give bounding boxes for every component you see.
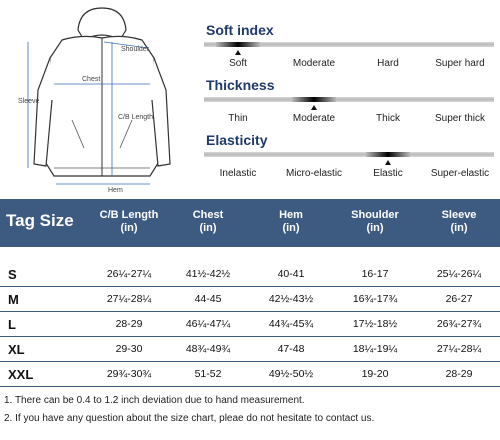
soft-index-selected-segment [216,42,260,47]
contact-note: 2. If you have any question about the si… [4,413,375,424]
cb-length-label: C/B Length [118,114,154,121]
thickness-option: Super thick [434,113,486,124]
cb-length-header: C/B Length (in) [92,209,166,235]
cb-length-cell: 26¼-27¼ [106,268,152,280]
size-cell: M [8,292,19,307]
hem-cell: 49½-50½ [268,368,314,380]
measurement-note: 1. There can be 0.4 to 1.2 inch deviatio… [4,395,305,406]
sleeve-cell: 25¼-26¼ [436,268,482,280]
size-cell: XXL [8,367,34,382]
thickness-marker [311,105,317,110]
table-header: Tag Size C/B Length (in) Chest (in) Hem … [0,199,500,247]
cb-length-cell: 27¼-28¼ [106,293,152,305]
hem-header-label: Hem [279,209,303,221]
size-cell: L [8,317,16,332]
soft-index-option: Soft [229,58,247,69]
sleeve-header: Sleeve (in) [422,209,496,235]
soft-index-option: Super hard [435,58,485,69]
soft-index-option: Hard [377,58,399,69]
jacket-illustration: Shoulder Chest Sleeve C/B Length Hem [0,0,200,196]
table-row: L 28-29 46¼-47¼ 44¾-45¾ 17½-18½ 26¾-27¾ [0,314,500,337]
soft-index-option: Moderate [292,58,336,69]
hem-cell: 44¾-45¾ [268,318,314,330]
sleeve-label: Sleeve [18,98,40,105]
thickness-selected-segment [292,97,336,102]
jacket-drawing [27,7,171,185]
hem-cell: 47-48 [277,343,305,355]
chest-cell: 46¼-47¼ [185,318,231,330]
size-cell: S [8,267,17,282]
elasticity-bar [204,152,494,157]
sleeve-header-label: Sleeve [441,209,477,221]
thickness-title: Thickness [206,77,275,93]
hem-header: Hem (in) [255,209,327,235]
soft-index-title: Soft index [206,22,274,38]
shoulder-header-label: Shoulder [351,209,399,221]
thickness-option: Moderate [292,113,336,124]
shoulder-cell: 18¼-19¼ [352,343,398,355]
chest-header-unit: (in) [199,222,217,234]
hem-label: Hem [108,187,123,194]
cb-length-header-unit: (in) [120,222,138,234]
table-row: XXL 29¾-30¾ 51-52 49½-50½ 19-20 28-29 [0,364,500,387]
size-cell: XL [8,342,25,357]
shoulder-cell: 17½-18½ [352,318,398,330]
hem-header-unit: (in) [282,222,300,234]
sleeve-header-unit: (in) [450,222,468,234]
cb-length-cell: 29¾-30¾ [106,368,152,380]
sleeve-cell: 26-27 [445,293,473,305]
shoulder-header: Shoulder (in) [338,209,412,235]
elasticity-marker [385,160,391,165]
shoulder-cell: 16-17 [361,268,389,280]
cb-length-cell: 29-30 [115,343,143,355]
chest-cell: 48¾-49¾ [185,343,231,355]
chest-cell: 41½-42½ [185,268,231,280]
thickness-option: Thin [228,113,248,124]
hem-cell: 42½-43½ [268,293,314,305]
tag-size-header: Tag Size [6,211,74,230]
elasticity-selected-segment [366,152,410,157]
elasticity-option: Inelastic [219,168,257,179]
table-row: XL 29-30 48¾-49¾ 47-48 18¼-19¼ 27¼-28¼ [0,339,500,362]
cb-length-cell: 28-29 [115,318,143,330]
chest-label: Chest [82,76,101,83]
shoulder-cell: 16¾-17¾ [352,293,398,305]
table-row: S 26¼-27¼ 41½-42½ 40-41 16-17 25¼-26¼ [0,264,500,287]
soft-index-marker [235,50,241,55]
shoulder-label: Shoulder [121,46,150,53]
shoulder-cell: 19-20 [361,368,389,380]
soft-index-bar [204,42,494,47]
shoulder-header-unit: (in) [366,222,384,234]
sleeve-cell: 26¾-27¾ [436,318,482,330]
chest-header-label: Chest [192,209,224,221]
thickness-bar [204,97,494,102]
elasticity-option: Micro-elastic [285,168,343,179]
elasticity-option: Elastic [373,168,403,179]
sleeve-cell: 27¼-28¼ [436,343,482,355]
thickness-option: Thick [376,113,400,124]
chest-cell: 51-52 [194,368,222,380]
elasticity-option: Super-elastic [430,168,490,179]
chest-cell: 44-45 [194,293,222,305]
chest-header: Chest (in) [172,209,244,235]
sleeve-cell: 28-29 [445,368,473,380]
elasticity-title: Elasticity [206,132,268,148]
hem-cell: 40-41 [277,268,305,280]
table-row: M 27¼-28¼ 44-45 42½-43½ 16¾-17¾ 26-27 [0,289,500,312]
cb-length-header-label: C/B Length [99,209,159,221]
